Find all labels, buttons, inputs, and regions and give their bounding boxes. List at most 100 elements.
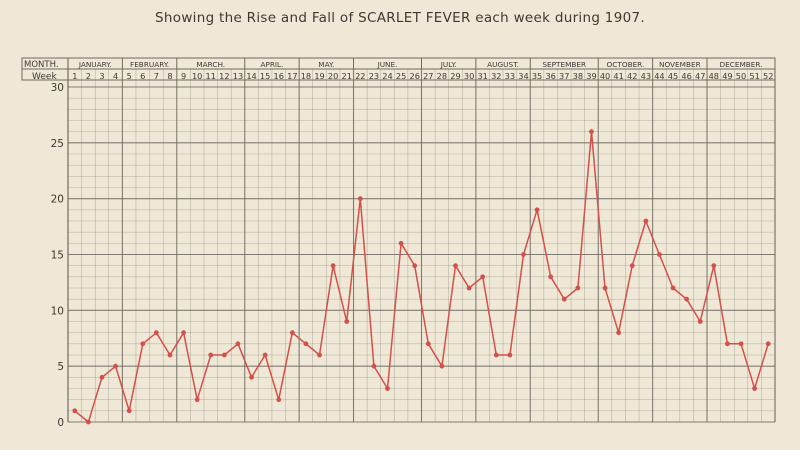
data-point [99, 374, 105, 380]
data-point [167, 352, 173, 358]
week-tick-label: 7 [154, 71, 159, 81]
data-point [153, 330, 159, 336]
data-point [575, 285, 581, 291]
data-point [249, 374, 254, 380]
week-tick-label: 30 [464, 71, 474, 81]
data-point [330, 263, 336, 269]
data-point [466, 285, 472, 291]
data-point [412, 263, 418, 269]
month-label: MARCH. [196, 60, 225, 69]
data-point [602, 285, 608, 291]
y-tick-label: 10 [51, 305, 64, 317]
week-tick-label: 2 [86, 71, 91, 81]
data-point [126, 408, 132, 414]
week-tick-label: 11 [206, 71, 216, 81]
month-label: SEPTEMBER [542, 60, 586, 69]
week-tick-label: 35 [532, 71, 542, 81]
month-label: JULY. [440, 60, 457, 69]
data-point [72, 408, 78, 414]
data-point [493, 352, 499, 358]
data-point [425, 341, 431, 347]
data-point [276, 397, 282, 403]
data-point [357, 196, 363, 202]
header-table [21, 57, 776, 422]
y-tick-label: 0 [57, 417, 64, 429]
data-point [85, 419, 91, 425]
week-tick-label: 48 [709, 71, 719, 81]
week-tick-label: 25 [396, 71, 406, 81]
week-tick-label: 19 [314, 71, 324, 81]
week-tick-label: 8 [167, 71, 172, 81]
week-tick-label: 45 [668, 71, 678, 81]
data-point [208, 352, 214, 358]
data-point [657, 252, 662, 257]
data-point [194, 397, 200, 403]
week-tick-label: 42 [627, 71, 637, 81]
data-point [317, 352, 322, 358]
month-label: DECEMBER. [720, 60, 763, 69]
week-tick-label: 37 [559, 71, 569, 81]
month-label: AUGUST. [487, 60, 519, 69]
week-tick-label: 29 [450, 71, 460, 81]
week-tick-label: 18 [301, 71, 311, 81]
month-label: OCTOBER. [607, 60, 645, 69]
month-label: MAY. [318, 60, 334, 69]
week-tick-label: 31 [477, 71, 487, 81]
week-tick-label: 20 [328, 71, 338, 81]
data-point [181, 330, 186, 336]
week-tick-label: 4 [113, 71, 118, 81]
data-point [398, 240, 404, 246]
data-point [561, 296, 567, 302]
week-tick-label: 46 [681, 71, 691, 81]
y-tick-label: 5 [57, 361, 64, 373]
week-tick-label: 52 [763, 71, 773, 81]
week-tick-label: 32 [491, 71, 501, 81]
data-point [221, 352, 227, 358]
week-tick-label: 49 [722, 71, 732, 81]
week-tick-label: 10 [192, 71, 202, 81]
data-point [711, 263, 717, 269]
y-tick-label: 25 [51, 138, 64, 150]
month-label: NOVEMBER [659, 60, 701, 69]
data-point [521, 252, 526, 257]
week-tick-label: 41 [613, 71, 623, 81]
data-point [113, 363, 118, 369]
data-point [629, 263, 635, 269]
week-tick-label: 14 [246, 71, 256, 81]
week-tick-label: 22 [355, 71, 365, 81]
grid [67, 69, 776, 423]
data-point [344, 319, 350, 324]
y-tick-label: 20 [51, 194, 64, 206]
data-point [684, 296, 690, 302]
week-tick-label: 44 [654, 71, 664, 81]
week-tick-label: 47 [695, 71, 705, 81]
week-tick-label: 5 [127, 71, 132, 81]
week-tick-label: 16 [274, 71, 284, 81]
week-tick-label: 21 [342, 71, 352, 81]
week-tick-label: 33 [505, 71, 515, 81]
data-point [140, 341, 146, 347]
week-tick-label: 50 [736, 71, 746, 81]
week-tick-label: 26 [409, 71, 419, 81]
week-tick-label: 9 [181, 71, 186, 81]
week-tick-label: 27 [423, 71, 433, 81]
week-tick-label: 17 [287, 71, 297, 81]
week-tick-label: 28 [437, 71, 447, 81]
data-point [534, 207, 540, 213]
data-point [738, 341, 744, 347]
week-tick-label: 3 [99, 71, 104, 81]
data-point [235, 341, 241, 347]
month-label: APRIL. [260, 60, 283, 69]
week-tick-label: 23 [369, 71, 379, 81]
data-point [725, 341, 730, 347]
week-tick-label: 51 [749, 71, 759, 81]
week-tick-label: 15 [260, 71, 270, 81]
data-point [289, 330, 295, 336]
month-header-label: MONTH. [24, 60, 59, 70]
y-tick-label: 15 [51, 250, 64, 262]
data-point [548, 274, 554, 280]
week-tick-label: 34 [518, 71, 528, 81]
month-label: JANUARY. [78, 60, 112, 69]
week-tick-label: 6 [140, 71, 145, 81]
